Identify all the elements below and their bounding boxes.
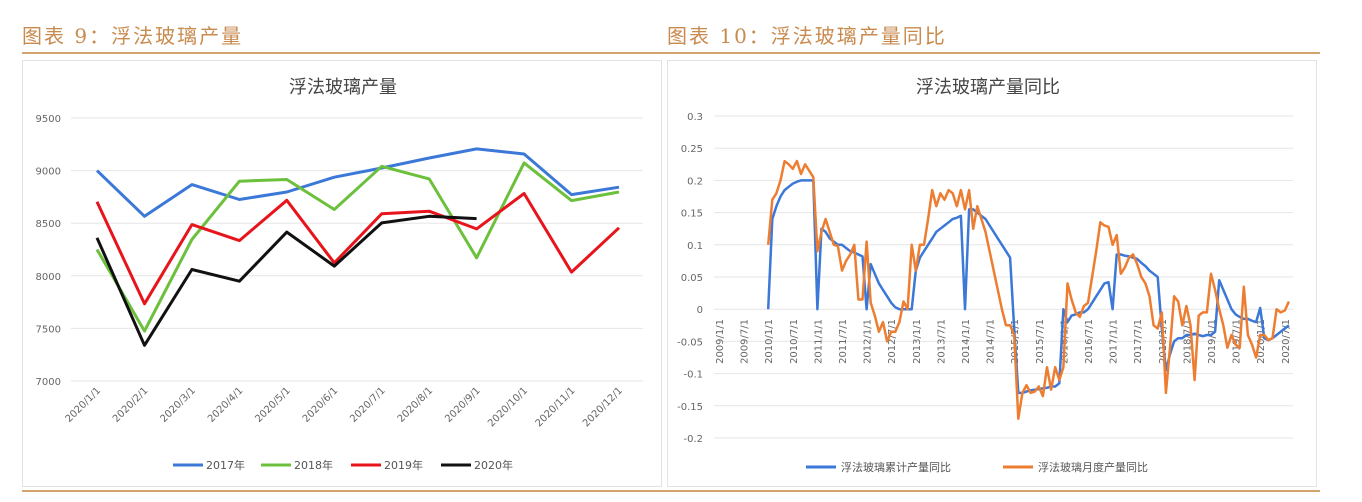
x-tick-label: 2020/12/1 bbox=[581, 385, 625, 429]
chart-title: 浮法玻璃产量 bbox=[289, 77, 397, 98]
x-tick-label: 2020/8/1 bbox=[396, 385, 436, 425]
chart-title: 浮法玻璃产量同比 bbox=[916, 77, 1060, 98]
x-tick-label: 2017/7/1 bbox=[1133, 319, 1144, 364]
x-tick-label: 2014/7/1 bbox=[986, 319, 997, 364]
x-tick-label: 2010/1/1 bbox=[764, 319, 775, 364]
x-tick-label: 2013/1/1 bbox=[912, 319, 923, 364]
y-tick-label: 8500 bbox=[36, 219, 61, 230]
legend-label: 2019年 bbox=[384, 458, 423, 472]
x-tick-label: 2019/7/1 bbox=[1232, 319, 1243, 364]
x-tick-label: 2011/7/1 bbox=[838, 319, 849, 364]
legend-label: 2018年 bbox=[294, 458, 333, 472]
x-tick-label: 2020/1/1 bbox=[1256, 319, 1267, 364]
x-tick-label: 2020/11/1 bbox=[534, 385, 578, 429]
x-tick-label: 2016/7/1 bbox=[1084, 319, 1095, 364]
x-tick-label: 2012/7/1 bbox=[887, 319, 898, 364]
series-line-2018年 bbox=[95, 161, 620, 333]
x-tick-label: 2009/7/1 bbox=[740, 319, 751, 364]
y-tick-label: 0.05 bbox=[681, 273, 703, 284]
y-tick-label: -0.05 bbox=[677, 337, 703, 348]
y-tick-label: -0.2 bbox=[683, 434, 703, 445]
x-tick-label: 2009/1/1 bbox=[715, 319, 726, 364]
x-tick-label: 2020/4/1 bbox=[206, 385, 246, 425]
x-tick-label: 2019/1/1 bbox=[1207, 319, 1218, 364]
figure-10-heading: 图表 10：浮法玻璃产量同比 bbox=[667, 24, 947, 48]
x-tick-label: 2020/10/1 bbox=[486, 385, 530, 429]
x-tick-label: 2014/1/1 bbox=[961, 319, 972, 364]
y-tick-label: 8000 bbox=[36, 272, 61, 283]
chart-panel-production: 浮法玻璃产量 7000 7500 8000 8500 9000 9500 2020/1/1 2… bbox=[22, 60, 662, 487]
heading-divider bbox=[22, 52, 1320, 54]
y-tick-label: 0.2 bbox=[687, 176, 703, 187]
x-tick-label: 2020/3/1 bbox=[158, 385, 198, 425]
x-tick-label: 2020/7/1 bbox=[348, 385, 388, 425]
legend-label: 浮法玻璃累计产量同比 bbox=[841, 460, 951, 474]
y-tick-label: 0.25 bbox=[681, 144, 703, 155]
y-tick-label: -0.15 bbox=[677, 402, 703, 413]
y-tick-label: 0.3 bbox=[687, 112, 703, 123]
y-tick-label: 0.1 bbox=[687, 241, 703, 252]
x-tick-label: 2012/1/1 bbox=[863, 319, 874, 364]
footer-divider bbox=[22, 490, 1320, 492]
y-tick-label: -0.1 bbox=[683, 370, 703, 381]
legend-label: 2020年 bbox=[474, 458, 513, 472]
x-tick-label: 2020/9/1 bbox=[443, 385, 483, 425]
yoy-line-chart: 浮法玻璃产量同比 -0.2 -0.15 -0.1 -0.05 0 0.05 0.1 0.15 0… bbox=[677, 77, 1293, 474]
x-tick-label: 2020/2/1 bbox=[111, 385, 151, 425]
x-tick-label: 2020/5/1 bbox=[253, 385, 293, 425]
series-line-2020年 bbox=[95, 214, 477, 347]
x-tick-label: 2018/7/1 bbox=[1182, 319, 1193, 364]
x-tick-label: 2010/7/1 bbox=[789, 319, 800, 364]
series-line-2019年 bbox=[95, 192, 621, 306]
x-tick-label: 2020/7/1 bbox=[1281, 319, 1292, 364]
x-tick-label: 2020/1/1 bbox=[64, 385, 104, 425]
series-line-浮法玻璃月度产量同比 bbox=[766, 159, 1291, 420]
chart-panel-yoy: 浮法玻璃产量同比 -0.2 -0.15 -0.1 -0.05 0 0.05 0.1 0.15 0… bbox=[667, 60, 1317, 487]
figure-9-heading: 图表 9：浮法玻璃产量 bbox=[22, 24, 244, 48]
y-tick-label: 9500 bbox=[36, 114, 61, 125]
y-tick-label: 0.15 bbox=[681, 209, 703, 220]
x-tick-label: 2013/7/1 bbox=[936, 319, 947, 364]
y-tick-label: 9000 bbox=[36, 167, 61, 178]
series-line-2017年 bbox=[95, 147, 620, 218]
legend-label: 浮法玻璃月度产量同比 bbox=[1038, 460, 1148, 474]
x-tick-label: 2011/1/1 bbox=[813, 319, 824, 364]
x-tick-label: 2015/7/1 bbox=[1035, 319, 1046, 364]
y-tick-label: 0 bbox=[697, 305, 703, 316]
legend-label: 2017年 bbox=[206, 458, 245, 472]
y-tick-label: 7500 bbox=[36, 324, 61, 335]
x-tick-label: 2020/6/1 bbox=[301, 385, 341, 425]
y-tick-label: 7000 bbox=[36, 377, 61, 388]
x-tick-label: 2017/1/1 bbox=[1109, 319, 1120, 364]
